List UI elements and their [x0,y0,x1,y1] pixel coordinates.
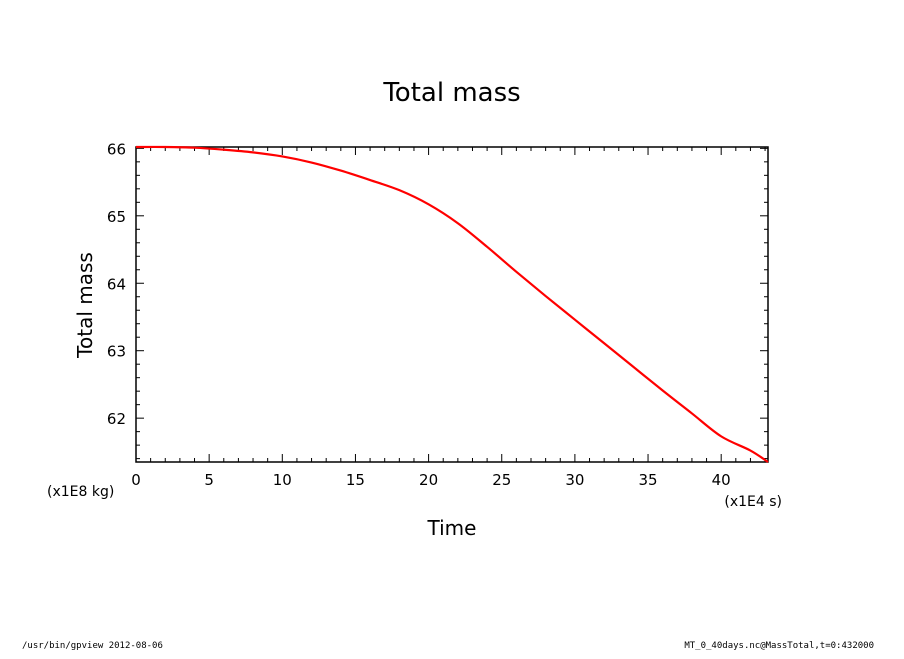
y-axis-label: Total mass [73,252,97,359]
footer-left: /usr/bin/gpview 2012-08-06 [22,641,163,651]
x-tick-label: 35 [638,471,657,489]
x-tick-label: 5 [204,471,214,489]
series-layer [135,145,769,463]
y-tick-label: 66 [107,140,126,158]
x-tick-label: 15 [346,471,365,489]
axis-ticks [135,147,768,462]
y-tick-label: 64 [107,275,126,293]
x-tick-label: 40 [712,471,731,489]
plot-frame [135,146,769,463]
x-tick-label: 10 [273,471,292,489]
footer-right: MT_0_40days.nc@MassTotal,t=0:432000 [684,641,874,651]
y-tick-label: 62 [107,410,126,428]
y-tick-label: 65 [107,208,126,226]
x-tick-label: 20 [419,471,438,489]
x-axis-label: Time [427,516,477,540]
y-tick-label: 63 [107,343,126,361]
x-unit-label: (x1E4 s) [724,494,782,510]
axis-tick-labels: 0 5 10 15 20 25 30 35 40 62 63 64 65 66 [107,140,731,489]
chart-title: Total mass [382,78,520,108]
x-tick-label: 0 [131,471,141,489]
series-line [135,145,769,463]
x-tick-label: 25 [492,471,511,489]
x-tick-label: 30 [565,471,584,489]
y-unit-label: (x1E8 kg) [47,484,114,500]
